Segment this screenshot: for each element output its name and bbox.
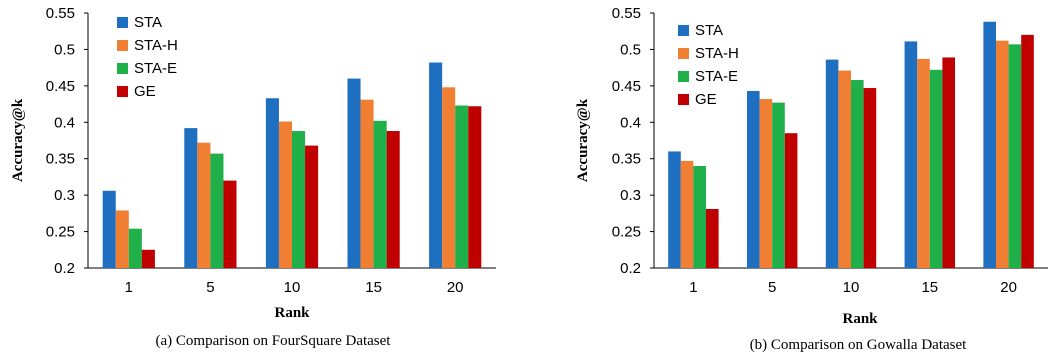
x-tick-label: 1: [689, 279, 697, 296]
x-tick-label: 15: [365, 279, 382, 296]
x-tick-label: 1: [125, 279, 133, 296]
bar-sta-e-rank-5: [210, 153, 224, 268]
y-axis-title: Accuracy@k: [10, 98, 26, 182]
bar-sta-h-rank-15: [917, 58, 930, 269]
bar-sta-rank-1: [668, 151, 681, 268]
x-tick-label: 15: [921, 279, 938, 296]
bar-ge-rank-1: [706, 208, 719, 268]
bar-sta-h-rank-10: [278, 121, 292, 268]
bar-sta-rank-1: [102, 190, 116, 268]
bar-sta-e-rank-15: [929, 69, 943, 268]
legend-swatch-sta: [117, 17, 128, 28]
x-tick-label: 10: [843, 279, 860, 296]
x-tick-label: 20: [447, 279, 464, 296]
bar-sta-rank-20: [983, 21, 996, 268]
x-tick-label: 5: [206, 279, 214, 296]
x-tick-label: 20: [1000, 279, 1017, 296]
y-tick-label: 0.55: [612, 5, 641, 22]
figure-caption: (a) Comparison on FourSquare Dataset: [156, 333, 392, 349]
bar-ge-rank-20: [468, 106, 482, 268]
bar-sta-h-rank-5: [197, 142, 211, 268]
bar-ge-rank-15: [942, 57, 956, 268]
bar-sta-rank-5: [184, 128, 198, 268]
y-tick-label: 0.35: [612, 151, 641, 168]
bar-sta-e-rank-1: [128, 228, 142, 268]
bar-sta-h-rank-10: [838, 70, 851, 268]
y-tick-label: 0.4: [620, 114, 641, 131]
bar-sta-rank-10: [825, 59, 839, 268]
y-tick-label: 0.5: [54, 41, 75, 58]
legend-label-sta: STA: [134, 14, 162, 31]
y-tick-label: 0.45: [46, 78, 75, 95]
legend-label-sta-h: STA-H: [134, 37, 178, 54]
y-tick-label: 0.5: [620, 41, 641, 58]
y-tick-label: 0.3: [620, 187, 641, 204]
x-tick-label: 5: [768, 279, 776, 296]
bar-sta-h-rank-20: [442, 87, 456, 268]
bar-sta-e-rank-20: [455, 105, 469, 269]
bar-sta-h-rank-1: [115, 210, 129, 268]
y-tick-label: 0.2: [620, 260, 641, 277]
x-axis-title: Rank: [274, 305, 310, 321]
bar-ge-rank-20: [1021, 34, 1034, 268]
y-tick-label: 0.25: [612, 224, 641, 241]
bar-sta-e-rank-10: [292, 131, 306, 268]
bar-ge-rank-15: [386, 131, 400, 268]
bar-ge-rank-10: [305, 145, 319, 268]
bar-sta-rank-20: [429, 62, 443, 268]
bar-sta-rank-5: [746, 90, 760, 268]
bar-sta-h-rank-20: [995, 40, 1009, 268]
legend-label-sta-e: STA-E: [134, 60, 177, 77]
y-tick-label: 0.3: [54, 187, 75, 204]
bar-sta-rank-10: [265, 98, 279, 268]
legend-swatch-sta-h: [678, 48, 689, 59]
legend-label-sta: STA: [695, 22, 723, 39]
legend-label-sta-e: STA-E: [695, 68, 738, 85]
y-tick-label: 0.2: [54, 260, 75, 277]
bar-sta-e-rank-10: [851, 80, 864, 269]
bar-sta-e-rank-1: [693, 166, 707, 268]
legend-label-ge: GE: [134, 83, 156, 100]
bar-sta-rank-15: [347, 78, 361, 268]
legend-swatch-sta-e: [678, 71, 689, 82]
y-tick-label: 0.4: [54, 114, 75, 131]
y-tick-label: 0.45: [612, 78, 641, 95]
bar-sta-rank-15: [904, 41, 918, 268]
legend-swatch-sta: [678, 25, 689, 36]
y-tick-label: 0.25: [46, 224, 75, 241]
bar-sta-e-rank-15: [373, 120, 387, 268]
figure-caption: (b) Comparison on Gowalla Dataset: [750, 337, 967, 353]
bar-sta-h-rank-15: [360, 99, 374, 268]
bar-ge-rank-1: [141, 249, 155, 268]
bar-sta-e-rank-5: [772, 102, 785, 268]
bar-sta-e-rank-20: [1008, 44, 1022, 269]
bar-sta-h-rank-1: [680, 160, 694, 268]
legend-swatch-sta-e: [117, 63, 128, 74]
legend-swatch-ge: [117, 86, 128, 97]
bar-ge-rank-10: [863, 88, 877, 269]
legend-swatch-ge: [678, 94, 689, 105]
x-tick-label: 10: [284, 279, 301, 296]
bar-ge-rank-5: [784, 133, 798, 268]
x-axis-title: Rank: [842, 311, 878, 327]
legend-label-sta-h: STA-H: [695, 45, 739, 62]
legend-label-ge: GE: [695, 91, 717, 108]
y-tick-label: 0.35: [46, 151, 75, 168]
bar-sta-h-rank-5: [759, 98, 773, 268]
y-axis-title: Accuracy@k: [575, 98, 591, 182]
legend-swatch-sta-h: [117, 40, 128, 51]
y-tick-label: 0.55: [46, 5, 75, 22]
bar-ge-rank-5: [223, 180, 237, 268]
